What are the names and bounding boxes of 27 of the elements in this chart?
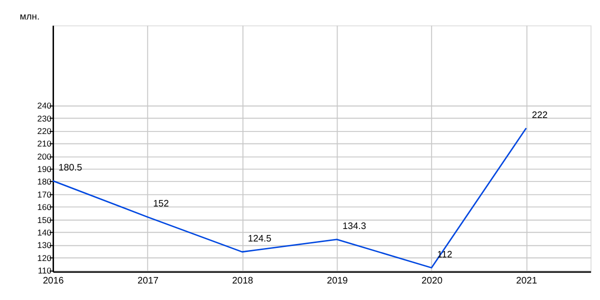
data-label: 152 bbox=[153, 198, 169, 209]
data-label: 180.5 bbox=[58, 161, 82, 172]
y-axis-title: млн. bbox=[20, 10, 40, 22]
y-tick-label: 130 bbox=[37, 240, 52, 250]
y-tick-label: 200 bbox=[37, 151, 52, 162]
data-label: 124.5 bbox=[248, 232, 272, 244]
y-tick-label: 180 bbox=[37, 176, 52, 187]
x-tick-label: 2017 bbox=[137, 274, 158, 286]
x-tick-label: 2018 bbox=[232, 274, 254, 286]
y-tick-label: 230 bbox=[37, 113, 52, 124]
y-tick-label: 140 bbox=[37, 228, 52, 238]
x-tick-label: 2020 bbox=[422, 274, 442, 286]
data-label: 134.3 bbox=[342, 220, 366, 232]
line-series bbox=[52, 127, 527, 268]
x-tick-label: 2021 bbox=[516, 274, 538, 286]
y-tick-label: 150 bbox=[37, 214, 52, 225]
x-tick-label: 2019 bbox=[326, 274, 348, 286]
y-tick-label: 220 bbox=[37, 126, 52, 136]
y-tick-label: 120 bbox=[37, 252, 52, 263]
y-tick-label: 110 bbox=[38, 266, 52, 276]
y-tick-label: 240 bbox=[37, 100, 52, 111]
x-tick-label: 2016 bbox=[42, 274, 64, 286]
y-tick-label: 190 bbox=[37, 164, 52, 174]
y-tick-label: 160 bbox=[37, 202, 52, 212]
y-tick-label: 170 bbox=[37, 189, 52, 200]
data-label: 222 bbox=[532, 108, 548, 120]
y-tick-label: 210 bbox=[37, 138, 52, 149]
